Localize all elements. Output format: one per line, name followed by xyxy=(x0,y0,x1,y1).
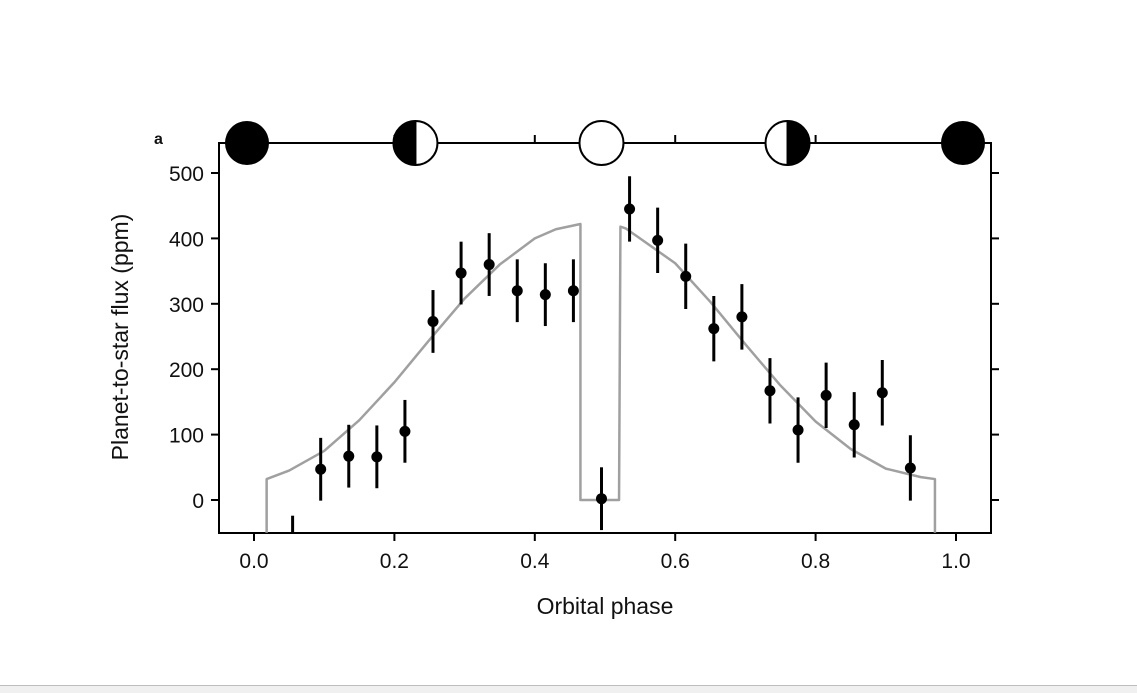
data-point xyxy=(708,295,720,362)
data-point xyxy=(792,397,804,463)
data-point xyxy=(371,425,383,489)
data-points xyxy=(291,176,916,533)
phase-marker-full-dark-icon xyxy=(941,121,985,165)
data-point xyxy=(736,284,748,350)
data-point xyxy=(315,437,327,501)
phase-marker-half-left-dark-icon xyxy=(392,120,439,166)
data-point xyxy=(511,259,523,323)
x-axis-title: Orbital phase xyxy=(537,593,674,619)
phase-markers xyxy=(225,120,985,166)
plot-frame xyxy=(218,142,992,534)
data-point xyxy=(567,259,579,323)
data-point xyxy=(595,467,607,531)
phase-marker-half-right-dark-icon xyxy=(764,120,811,166)
y-tick-label: 400 xyxy=(169,228,204,251)
data-point xyxy=(820,362,832,429)
data-point xyxy=(483,233,495,296)
data-point xyxy=(455,241,467,305)
axis-ticks: 0.0 0.2 0.4 0.6 0.8 1.0 0 100 200 300 400 500 xyxy=(169,135,999,573)
x-tick-label: 0.8 xyxy=(801,550,830,573)
data-point xyxy=(399,399,411,463)
y-axis-title: Planet-to-star flux (ppm) xyxy=(107,214,133,461)
data-point xyxy=(291,515,295,533)
data-point xyxy=(848,392,860,458)
phase-marker-full-light-icon xyxy=(578,120,625,166)
y-tick-label: 300 xyxy=(169,294,204,317)
model-curve xyxy=(265,222,937,533)
data-point xyxy=(904,435,916,501)
data-point xyxy=(876,360,888,426)
y-tick-label: 500 xyxy=(169,163,204,186)
bottom-strip xyxy=(0,685,1137,693)
y-tick-label: 100 xyxy=(169,425,204,448)
data-point xyxy=(343,424,355,488)
x-tick-label: 1.0 xyxy=(941,550,970,573)
data-point xyxy=(427,290,439,353)
x-tick-label: 0.2 xyxy=(380,550,409,573)
x-tick-label: 0.4 xyxy=(520,550,550,573)
data-point xyxy=(539,263,551,327)
data-point xyxy=(652,207,664,274)
model-line xyxy=(265,222,937,533)
x-tick-label: 0.6 xyxy=(661,550,690,573)
phase-marker-full-dark-icon xyxy=(225,121,269,165)
data-point xyxy=(680,243,692,310)
y-tick-label: 200 xyxy=(169,359,204,382)
y-tick-label: 0 xyxy=(192,490,204,513)
x-tick-label: 0.0 xyxy=(239,550,268,573)
panel-label: a xyxy=(154,131,163,148)
data-point xyxy=(624,176,636,242)
data-point xyxy=(764,358,776,424)
